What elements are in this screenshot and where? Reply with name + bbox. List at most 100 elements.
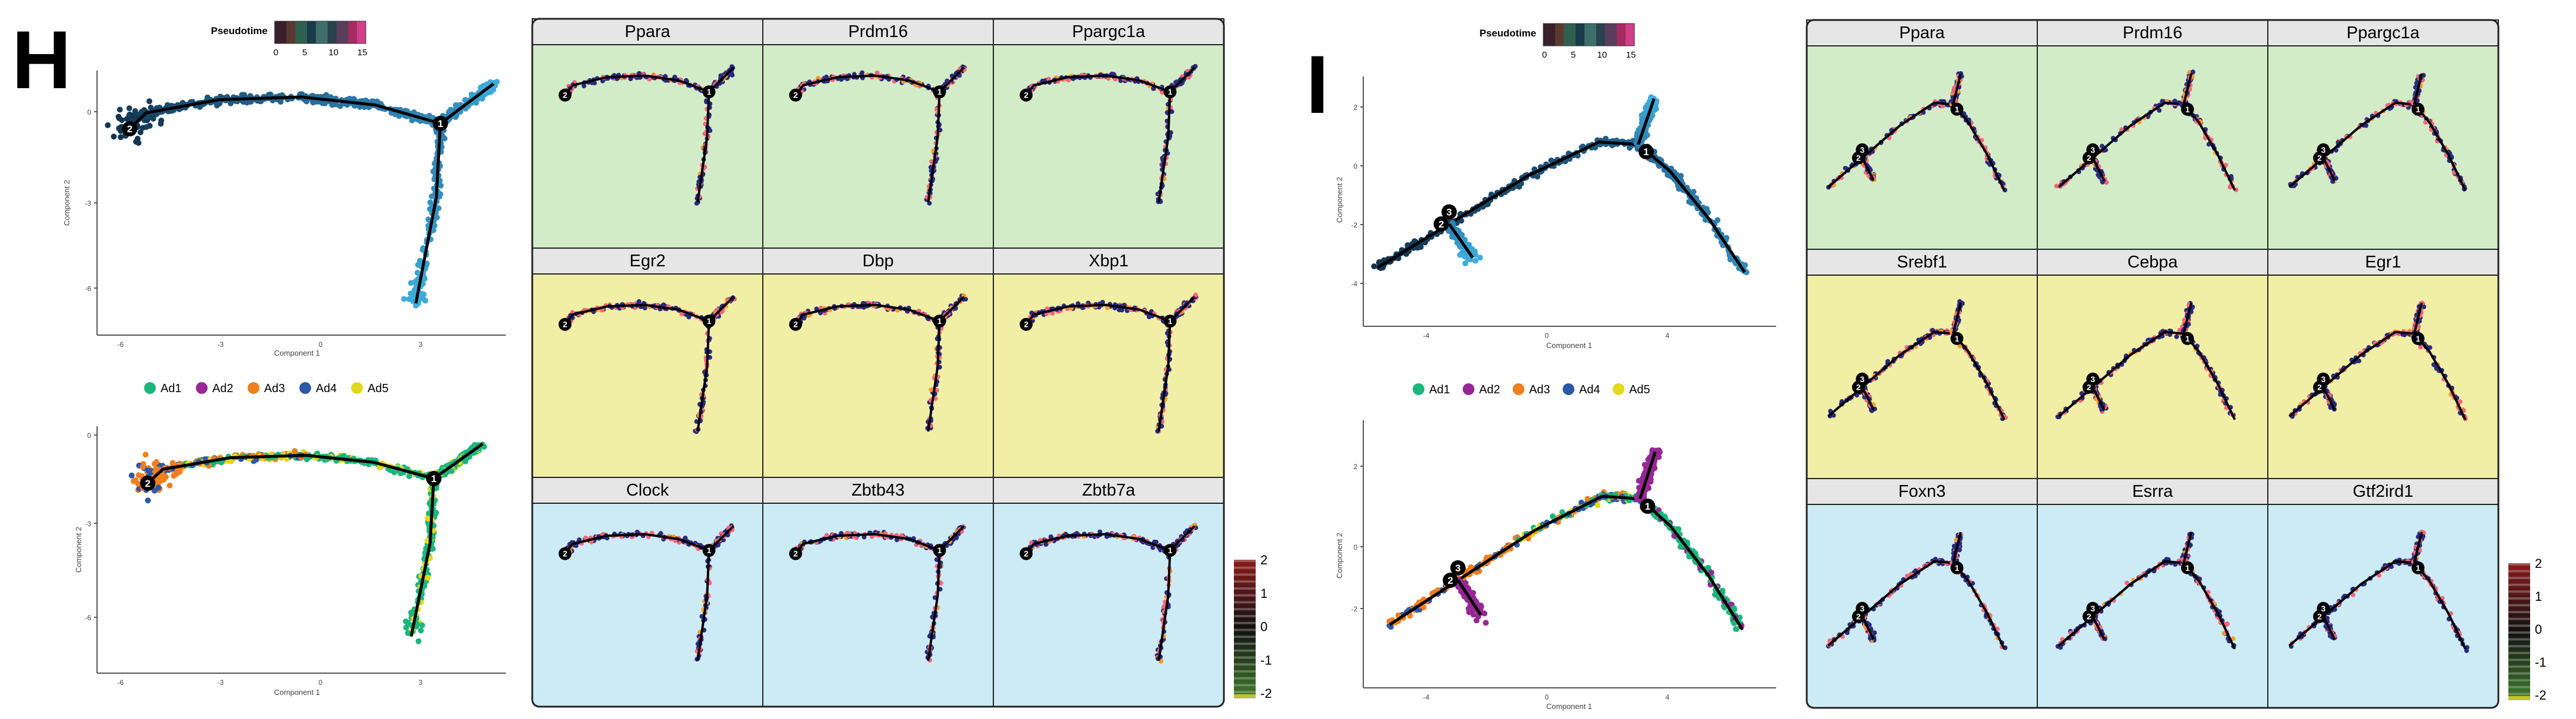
cell-point [173, 471, 179, 477]
cell-point [433, 214, 440, 220]
cell-point [1457, 252, 1463, 258]
trajectory-plot-clusters: 0 -3 -6 -6 -3 0 3 Component 1 Component … [74, 426, 506, 697]
x-tick-label: 3 [419, 340, 423, 349]
branch-node-label: 2 [127, 123, 132, 135]
scale-segment [1234, 677, 1256, 680]
y-tick-label: -3 [85, 199, 91, 208]
colorbar-segment [1587, 24, 1591, 46]
y-axis-label: Component 2 [1335, 533, 1344, 578]
scale-segment [1234, 684, 1256, 687]
legend-swatch [299, 382, 311, 394]
colorbar-segment [1570, 24, 1573, 46]
colorbar-segment [1617, 24, 1620, 46]
cell-point [131, 478, 137, 484]
scale-segment [1234, 578, 1256, 581]
cell-point [169, 460, 176, 466]
scale-segment [1234, 613, 1256, 616]
colorbar-segment [295, 21, 299, 44]
y-tick-label: 2 [1353, 103, 1357, 112]
colorbar-segment [1561, 24, 1564, 46]
cluster-legend: Ad1 Ad2 Ad3 Ad4 Ad5 [144, 382, 389, 395]
scale-segment [1234, 589, 1256, 593]
legend-label: Ad2 [1479, 383, 1500, 396]
colorbar-segment [342, 21, 346, 44]
panel-i: I Pseudotime 0 5 10 15 2 0 -2 -4 -4 0 4 … [1306, 19, 2547, 711]
branch-node-label: 1 [937, 316, 942, 326]
trajectory-plot-pseudotime: 2 0 -2 -4 -4 0 4 Component 1 Component 2… [1335, 76, 1776, 350]
colorbar-segment [313, 21, 316, 44]
cell-point [166, 482, 173, 489]
colorbar-segment [319, 21, 322, 44]
colorbar-segment [307, 21, 311, 44]
branch-node [933, 85, 946, 99]
x-axis-label: Component 1 [1546, 702, 1592, 711]
scale-segment [1234, 640, 1256, 643]
x-tick-label: 3 [419, 678, 423, 687]
branch-node [432, 116, 448, 131]
gene-name: Dbp [862, 252, 893, 270]
colorbar-segment [1584, 24, 1588, 46]
colorbar-segment [1626, 24, 1629, 46]
colorbar-segment [1558, 24, 1561, 46]
scale-segment [1234, 647, 1256, 650]
branch-node [122, 121, 138, 136]
x-tick-label: -4 [1423, 693, 1430, 701]
colorbar-segment [336, 21, 340, 44]
scale-segment [1234, 580, 1256, 583]
scale-segment [1234, 694, 1256, 698]
branch-node-label: 2 [1024, 320, 1029, 329]
gene-panel-header [532, 248, 763, 275]
pseudotime-title: Pseudotime [1480, 28, 1536, 39]
cell-point [133, 139, 139, 145]
cell-point [405, 630, 411, 636]
cell-point [111, 133, 117, 140]
scale-segment [1234, 566, 1256, 570]
branch-node-label: 2 [1439, 219, 1444, 230]
cell-point [411, 287, 418, 293]
x-tick-label: 0 [319, 678, 323, 687]
trajectory-line [433, 442, 484, 480]
x-tick-label: 0 [319, 340, 323, 349]
cell-point [1066, 78, 1071, 83]
colorbar-segment [351, 21, 355, 44]
scale-segment [1234, 628, 1256, 631]
scale-segment [1234, 654, 1256, 657]
colorbar-segment [281, 21, 284, 44]
gene-name: Egr2 [629, 252, 665, 270]
cell-point [135, 472, 142, 479]
branch-node [789, 88, 802, 102]
x-axis-label: Component 1 [274, 349, 320, 357]
colorbar-segment [331, 21, 334, 44]
cell-point [158, 121, 164, 127]
pseudotime-tick: 10 [329, 48, 339, 58]
legend-swatch [1563, 383, 1574, 395]
cell-point [929, 387, 934, 392]
scale-segment [1234, 688, 1256, 691]
legend-label: Ad4 [1579, 383, 1600, 396]
scale-segment [1234, 624, 1256, 627]
y-tick-label: -2 [1351, 605, 1357, 613]
colorbar-segment [1579, 24, 1582, 46]
cell-point [479, 95, 485, 102]
branch-node-label: 2 [793, 549, 798, 559]
cell-point [409, 117, 415, 123]
trajectory-plot-clusters: 2 0 -2 -4 0 4 Component 1 Component 2 12… [1335, 420, 1776, 711]
scale-segment [1234, 638, 1256, 641]
cell-point [431, 222, 438, 229]
legend-swatch [196, 382, 208, 394]
colorbar-segment [1593, 24, 1597, 46]
scale-segment [1234, 643, 1256, 646]
scale-segment [1234, 591, 1256, 595]
legend-item: Ad5 [1613, 383, 1650, 396]
scale-segment [1234, 608, 1256, 611]
trajectory-line [1157, 92, 1172, 203]
legend-item: Ad2 [196, 382, 233, 395]
trajectory-line [1025, 74, 1171, 96]
legend-item: Ad2 [1463, 383, 1500, 396]
colorbar-segment [1608, 24, 1611, 46]
legend-label: Ad1 [161, 382, 182, 395]
